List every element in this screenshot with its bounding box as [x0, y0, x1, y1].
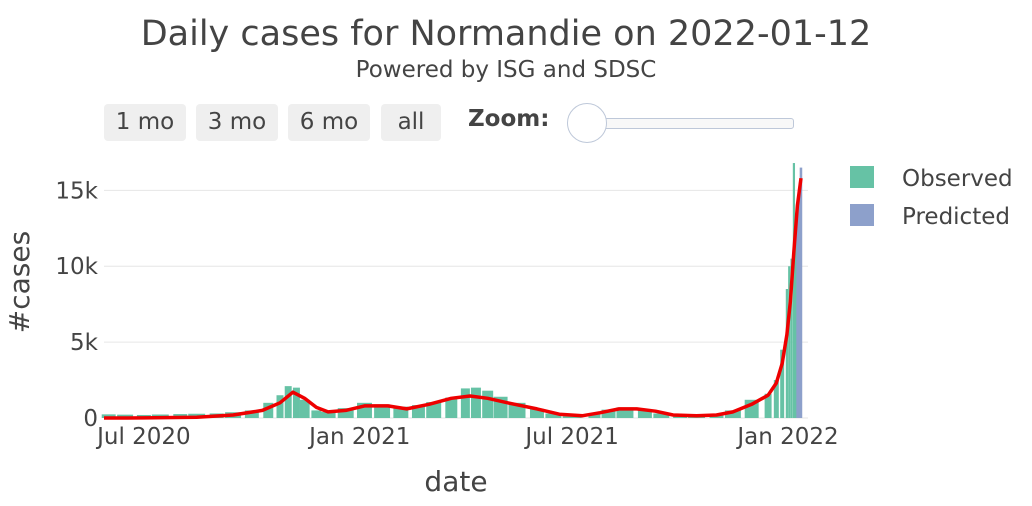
range-button-1mo[interactable]: 1 mo: [104, 104, 186, 141]
observed-bar: [263, 402, 274, 418]
observed-bar: [529, 408, 544, 418]
observed-bar: [785, 289, 788, 418]
legend: Observed Predicted: [850, 166, 1013, 230]
x-tick-label: Jan 2022: [735, 424, 838, 450]
observed-bar: [790, 258, 793, 418]
legend-label-predicted[interactable]: Predicted: [902, 204, 1010, 230]
chart-title: Daily cases for Normandie on 2022-01-12: [140, 14, 872, 54]
observed-bar: [653, 413, 670, 418]
observed-bar: [637, 409, 652, 418]
y-tick-labels: 0 5k 10k 15k: [55, 178, 98, 432]
observed-bar: [374, 404, 391, 418]
chart-subtitle: Powered by ISG and SDSC: [355, 57, 657, 83]
observed-bar: [311, 410, 322, 418]
observed-bar: [794, 235, 798, 418]
observed-bar: [470, 387, 481, 418]
observed-bar: [101, 414, 116, 418]
gridlines: [104, 189, 808, 419]
observed-bar: [773, 380, 779, 418]
predicted-bar: [799, 167, 803, 418]
observed-bar: [460, 388, 470, 418]
observed-bar: [244, 410, 259, 418]
observed-bar: [616, 407, 634, 418]
x-tick-label: Jul 2020: [95, 424, 191, 450]
observed-bar: [482, 390, 494, 418]
x-axis-title: date: [424, 465, 487, 498]
observed-bar: [601, 409, 616, 418]
y-tick-label: 10k: [55, 254, 98, 280]
observed-bar: [393, 406, 409, 418]
observed-bar: [545, 413, 562, 418]
trend-line-path: [103, 177, 803, 420]
y-tick-label: 0: [83, 406, 98, 432]
x-tick-labels: Jul 2020 Jan 2021 Jul 2021 Jan 2022: [95, 424, 839, 450]
observed-bar: [588, 413, 601, 418]
legend-swatch-predicted: [850, 204, 874, 226]
predicted-bar: [796, 213, 799, 418]
observed-bar: [724, 410, 741, 418]
trend-line: [103, 177, 803, 420]
range-button-6mo[interactable]: 6 mo: [288, 104, 370, 141]
legend-swatch-observed: [850, 166, 874, 188]
x-tick-label: Jan 2021: [307, 424, 410, 450]
bars: [101, 163, 803, 418]
zoom-slider-handle[interactable]: [567, 103, 607, 143]
observed-bar: [792, 163, 796, 418]
y-tick-label: 5k: [70, 330, 99, 356]
range-button-3mo[interactable]: 3 mo: [196, 104, 278, 141]
range-button-all[interactable]: all: [381, 104, 441, 141]
legend-label-observed[interactable]: Observed: [902, 166, 1013, 192]
observed-bar: [764, 393, 772, 418]
observed-bar: [445, 397, 458, 418]
observed-bar: [276, 395, 284, 418]
observed-bar: [284, 386, 292, 418]
observed-bar: [788, 266, 791, 418]
observed-bar: [292, 387, 300, 418]
observed-bar: [337, 408, 354, 418]
observed-bar: [320, 411, 336, 418]
observed-bar: [780, 349, 785, 418]
predicted-bar: [797, 193, 800, 418]
observed-bar: [299, 399, 310, 418]
y-axis-title: #cases: [3, 231, 36, 333]
x-tick-label: Jul 2021: [523, 424, 619, 450]
observed-bar: [426, 402, 442, 418]
zoom-label: Zoom:: [468, 106, 550, 132]
y-tick-label: 15k: [55, 178, 98, 204]
